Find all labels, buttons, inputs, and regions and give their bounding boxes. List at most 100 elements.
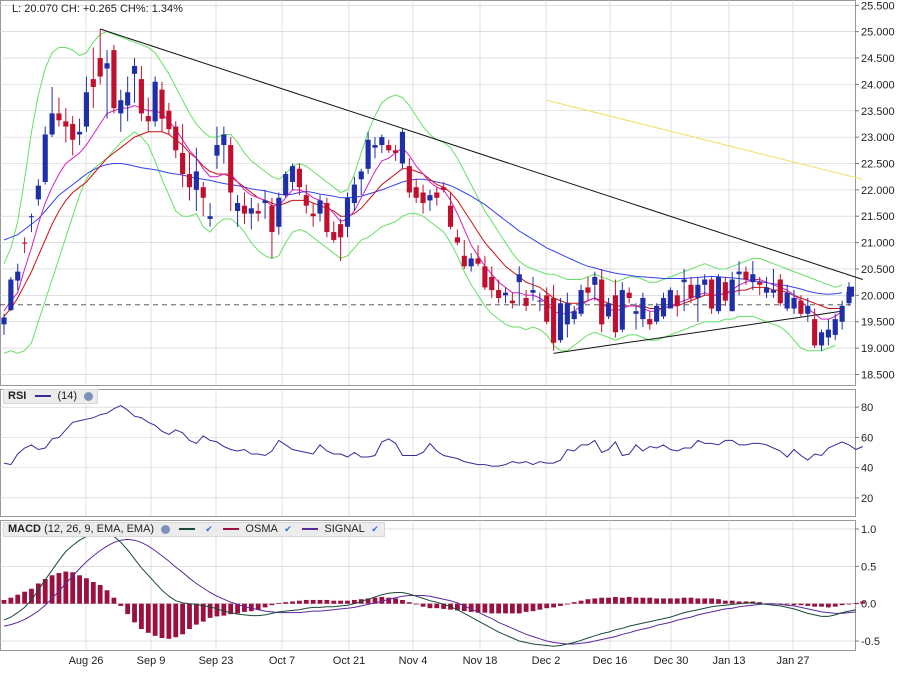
y-tick-label: 19.000 — [861, 343, 895, 355]
settings-icon[interactable] — [161, 524, 171, 534]
rsi-line — [3, 405, 863, 467]
rsi-legend[interactable]: RSI (14) — [3, 389, 99, 404]
candle-body — [420, 192, 426, 204]
osma-bar — [578, 600, 584, 604]
candle-body — [688, 284, 694, 298]
osma-bar — [784, 603, 790, 605]
candle-body — [482, 266, 488, 288]
candle-body — [386, 145, 392, 151]
candle-body — [647, 319, 653, 325]
y-tick-label: 21.000 — [861, 238, 895, 250]
candle-body — [516, 274, 522, 283]
y-tick-label: 20.000 — [861, 290, 895, 302]
osma-bar — [125, 603, 131, 615]
candle-body — [15, 271, 21, 281]
settings-icon[interactable] — [84, 391, 94, 401]
candle-body — [626, 292, 632, 298]
osma-bar — [310, 599, 316, 604]
x-tick-label: Jan 27 — [776, 655, 809, 667]
candle-body — [791, 297, 797, 309]
osma-bar — [255, 603, 261, 610]
checkbox-icon[interactable]: ✔ — [371, 523, 379, 534]
candle-body — [324, 203, 330, 233]
y-tick-label: 19.500 — [861, 317, 895, 329]
osma-bar — [269, 603, 275, 606]
candle-body — [63, 121, 69, 127]
osma-bar — [503, 603, 508, 614]
osma-bar — [242, 603, 247, 612]
macd-swatch — [179, 528, 196, 531]
rsi-tick-label: 60 — [861, 432, 873, 444]
osma-bar — [613, 596, 618, 604]
candle-body — [207, 216, 213, 219]
macd-line — [3, 531, 856, 647]
osma-bar — [523, 603, 529, 612]
candle-body — [8, 279, 14, 311]
y-tick-label: 18.500 — [861, 369, 895, 381]
osma-bar — [736, 601, 742, 604]
candle-body — [262, 200, 268, 204]
candle-body — [228, 145, 234, 193]
candle-body — [166, 110, 172, 130]
candle-body — [180, 152, 186, 175]
candle-body — [393, 150, 399, 153]
osma-bar — [63, 571, 69, 604]
x-tick-label: Sep 23 — [199, 655, 234, 667]
osma-bar — [132, 603, 137, 623]
osma-bar — [626, 596, 632, 604]
osma-bar — [846, 603, 852, 605]
osma-bar — [585, 599, 591, 604]
osma-bar — [262, 603, 268, 608]
osma-bar — [599, 597, 605, 604]
candle-body — [221, 134, 227, 146]
checkbox-icon[interactable]: ✔ — [205, 523, 213, 534]
candle-body — [537, 300, 543, 302]
candle-body — [269, 205, 275, 233]
candle-body — [49, 113, 55, 135]
osma-bar — [757, 602, 763, 604]
macd-legend[interactable]: MACD (12, 26, 9, EMA, EMA) ✔ OSMA ✔ SIGN… — [3, 522, 386, 537]
osma-bar — [228, 603, 234, 615]
candle-body — [619, 290, 625, 330]
candle-body — [289, 166, 296, 182]
osma-bar — [825, 603, 831, 608]
osma-bar — [729, 600, 735, 604]
rsi-tick-label: 80 — [861, 402, 873, 414]
x-tick-label: Aug 26 — [69, 655, 104, 667]
checkbox-icon[interactable]: ✔ — [284, 523, 292, 534]
candle-body — [310, 213, 316, 217]
osma-bar — [173, 603, 179, 638]
y-tick-label: 21.500 — [861, 211, 895, 223]
osma-bar — [667, 598, 673, 604]
osma-bar — [77, 575, 82, 604]
candle-body — [344, 197, 351, 227]
osma-bar — [386, 597, 392, 604]
candle-body — [331, 232, 337, 240]
osma-bar — [331, 600, 337, 604]
y-tick-label: 25.000 — [861, 27, 895, 39]
osma-bar — [551, 603, 556, 608]
candle-body — [729, 279, 735, 312]
y-tick-label: 22.500 — [861, 158, 895, 170]
trendline-yellow — [546, 99, 863, 180]
y-tick-label: 20.500 — [861, 264, 895, 276]
candle-body — [131, 65, 138, 74]
candle-body — [496, 290, 502, 298]
candle-body — [461, 255, 467, 267]
candle-body — [523, 297, 529, 306]
candle-body — [502, 292, 509, 296]
candle-body — [798, 300, 804, 314]
osma-bar — [22, 591, 28, 604]
candle-body — [454, 237, 460, 243]
candle-body — [90, 79, 96, 88]
osma-bar — [84, 578, 89, 604]
osma-bar — [283, 602, 289, 604]
candle-body — [235, 203, 241, 211]
osma-bar — [681, 597, 687, 604]
osma-bar — [716, 599, 721, 604]
candle-body — [736, 271, 742, 275]
osma-bar — [193, 603, 199, 625]
candle-body — [338, 224, 344, 238]
x-tick-label: Sep 9 — [137, 655, 166, 667]
